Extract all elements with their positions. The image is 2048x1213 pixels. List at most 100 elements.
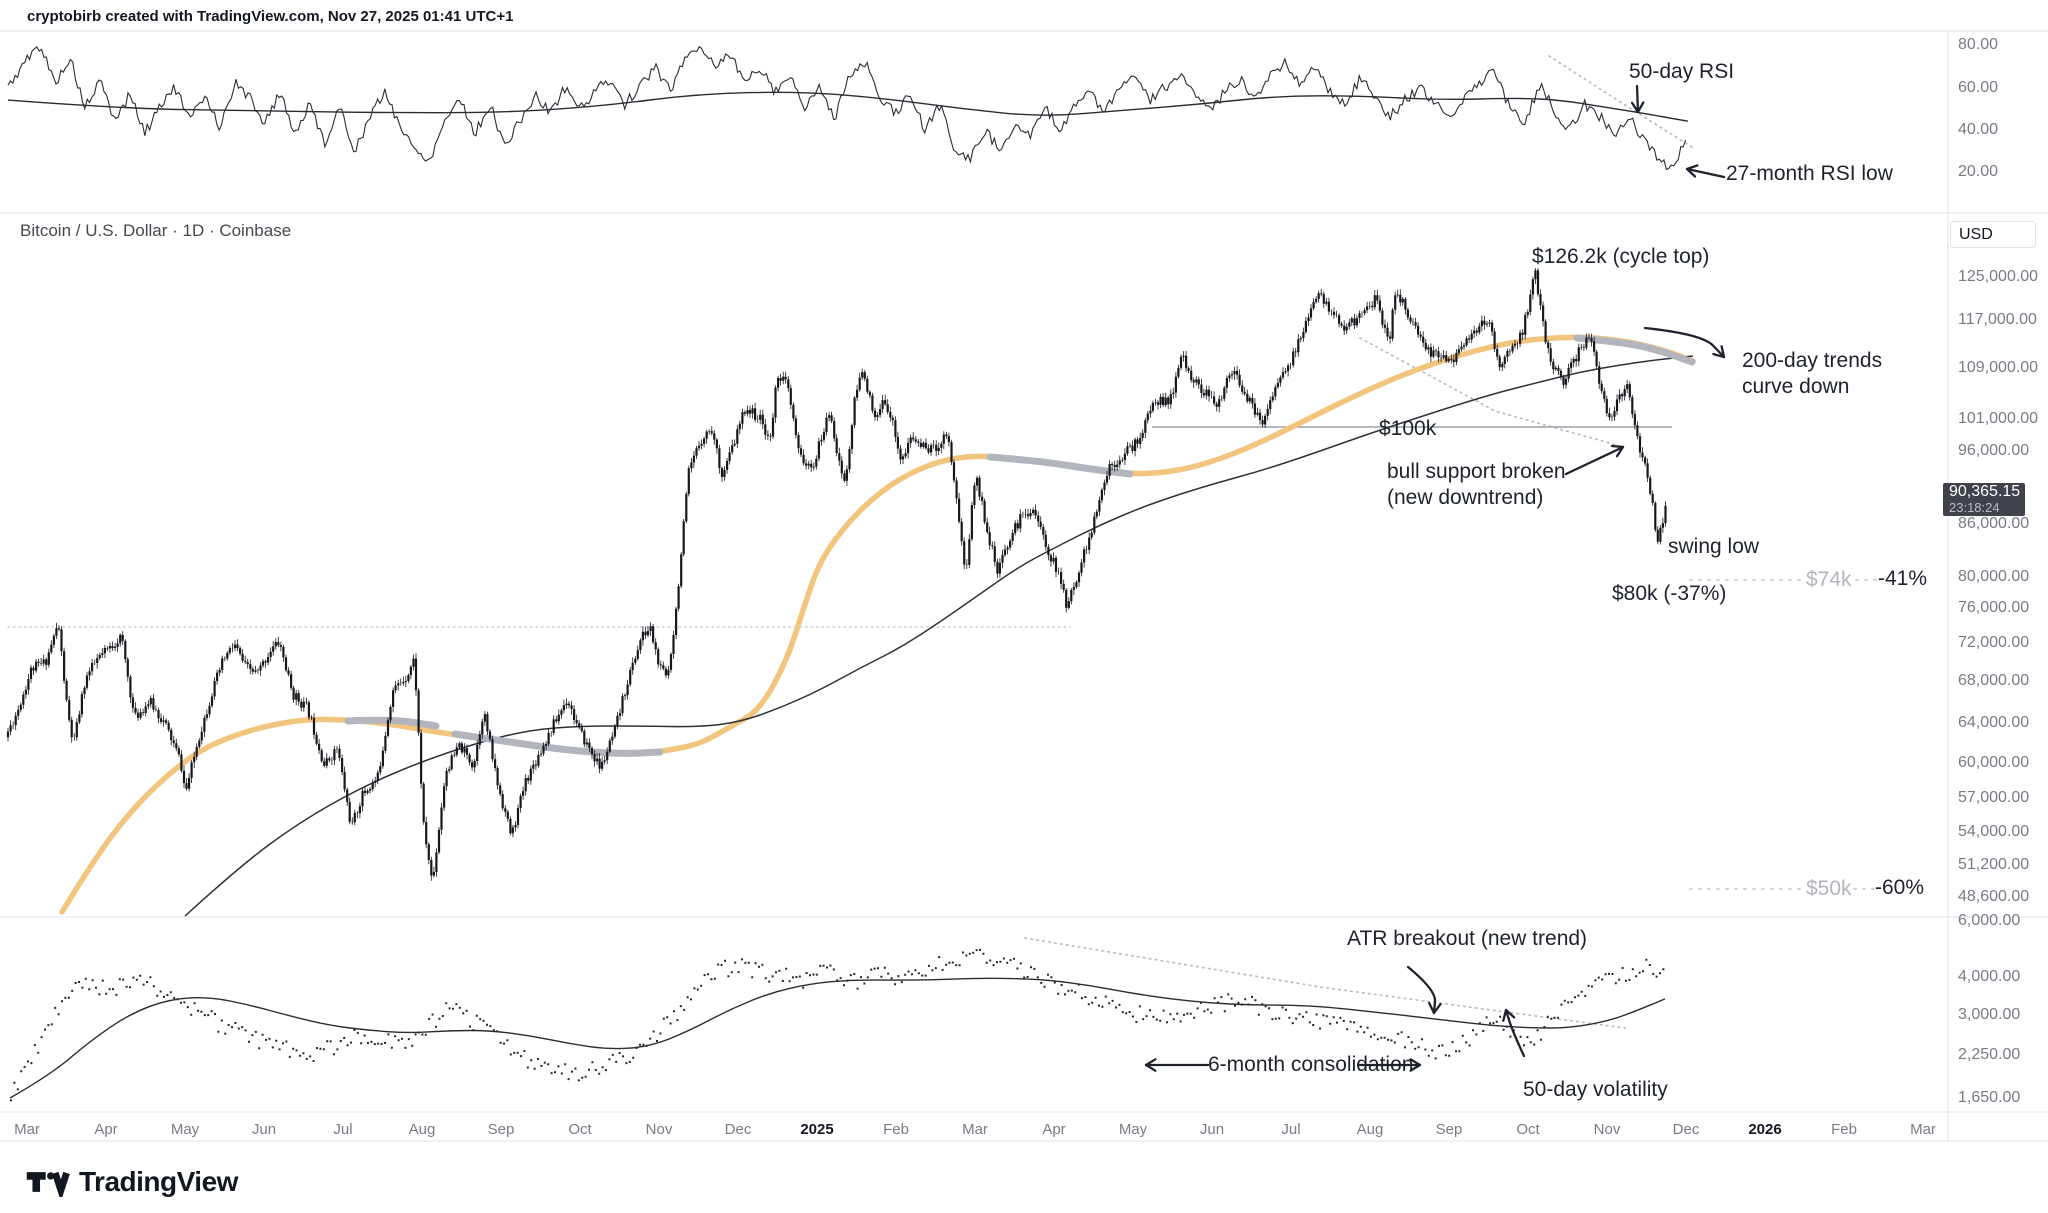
time-axis-tick: Aug: [408, 1121, 436, 1138]
atr-dots: [10, 948, 1665, 1102]
price-axis-tick: 60,000.00: [1958, 754, 2030, 771]
tradingview-logo: TradingView: [26, 1166, 238, 1198]
time-axis-tick: Dec: [1672, 1121, 1700, 1138]
price-axis-tick: 57,000.00: [1958, 789, 2030, 806]
annotation-200day-trends: 200-day trends curve down: [1742, 349, 1883, 398]
price-axis-tick: 86,000.00: [1958, 515, 2030, 532]
arrow-atr-breakout: [1406, 965, 1437, 1015]
chart-credit: cryptobirb created with TradingView.com,…: [27, 8, 514, 25]
arrow-50day-rsi-head: [1630, 101, 1645, 114]
price-axis-tick: 51,200.00: [1958, 856, 2030, 873]
time-axis-tick: Nov: [1593, 1121, 1621, 1138]
arrow-50day-volatility: [1504, 1008, 1526, 1058]
dotted-trendline: [1359, 337, 1621, 447]
time-axis-tick: Mar: [962, 1121, 988, 1138]
arrow-50day-volatility-head: [1502, 1008, 1516, 1022]
rsi-axis-tick: 80.00: [1958, 36, 1999, 53]
annotation-cycle-top: $126.2k (cycle top): [1532, 245, 1710, 268]
atr-axis-tick: 2,250.00: [1958, 1046, 2021, 1063]
rsi-smooth-line: [7, 91, 1689, 122]
atr-axis-tick: 3,000.00: [1958, 1006, 2021, 1023]
price-axis-tick: 64,000.00: [1958, 714, 2030, 731]
time-axis-tick: May: [170, 1121, 200, 1138]
time-axis-tick: Oct: [568, 1121, 592, 1138]
price-axis-tick: 101,000.00: [1958, 410, 2039, 427]
dotted-trendline: [1548, 55, 1696, 150]
arrow-200day-trend-head: [1712, 345, 1726, 359]
atr-axis-tick: 1,650.00: [1958, 1089, 2021, 1106]
time-axis-tick: Jun: [1199, 1121, 1225, 1138]
atr-axis-tick: 4,000.00: [1958, 968, 2021, 985]
time-axis-tick: Apr: [1042, 1121, 1066, 1138]
gray-highlight-segment: [986, 453, 1134, 478]
time-axis-tick: Nov: [645, 1121, 673, 1138]
annotation-74k-target: $74k: [1806, 568, 1852, 591]
arrow-bull-support: [1564, 445, 1625, 476]
last-price-badge: 90,365.15 23:18:24: [1943, 483, 2025, 516]
time-axis-tick: Dec: [724, 1121, 752, 1138]
arrow-27month-low: [1685, 167, 1726, 179]
arrow-atr-breakout-head: [1428, 1001, 1442, 1015]
price-axis-tick: 96,000.00: [1958, 442, 2030, 459]
annotation-80k-low: $80k (-37%): [1612, 582, 1727, 605]
arrow-consolidation-right-head: [1409, 1058, 1422, 1072]
time-axis-tick: Apr: [94, 1121, 118, 1138]
currency-label: USD: [1959, 225, 1993, 243]
annotation-100k-level: $100k: [1379, 417, 1437, 440]
time-axis-tick: Sep: [1435, 1121, 1463, 1138]
annotation-41pct-drop: -41%: [1878, 567, 1928, 590]
time-axis-tick: Sep: [487, 1121, 515, 1138]
arrow-50day-rsi: [1635, 84, 1640, 114]
time-axis-tick: May: [1118, 1121, 1148, 1138]
gray-highlight-segment: [451, 730, 664, 757]
time-axis-tick: Mar: [1910, 1121, 1936, 1138]
candle-countdown: 23:18:24: [1949, 500, 2000, 515]
atr-smooth-line: [9, 977, 1666, 1099]
price-axis-tick: 72,000.00: [1958, 634, 2030, 651]
ma-black-line: [184, 355, 1694, 917]
rsi-axis-tick: 40.00: [1958, 121, 1999, 138]
rsi-axis-tick: 60.00: [1958, 79, 1999, 96]
arrow-27month-low-head: [1685, 164, 1699, 178]
price-axis-tick: 80,000.00: [1958, 568, 2030, 585]
annotation-bull-support-broken: bull support broken (new downtrend): [1387, 460, 1566, 509]
annotation-atr-breakout: ATR breakout (new trend): [1347, 927, 1588, 950]
tradingview-logo-text: TradingView: [79, 1166, 238, 1197]
arrow-bull-support-head: [1610, 444, 1625, 458]
annotation-6month-consolidation: 6-month consolidation: [1208, 1053, 1414, 1076]
time-axis-tick: 2026: [1748, 1121, 1782, 1138]
price-axis-tick: 48,600.00: [1958, 888, 2030, 905]
time-axis-tick: Feb: [883, 1121, 909, 1138]
currency-selector[interactable]: USD: [1950, 221, 2036, 248]
arrow-200day-trend: [1643, 326, 1726, 359]
gray-highlight-segment: [344, 716, 440, 730]
atr-axis-tick: 6,000.00: [1958, 912, 2021, 929]
ma-orange-line: [59, 334, 1696, 915]
last-price-value: 90,365.15: [1949, 483, 2021, 500]
time-axis-tick: Jul: [333, 1121, 353, 1138]
symbol-title: Bitcoin / U.S. Dollar · 1D · Coinbase: [20, 221, 292, 240]
time-axis-tick: Aug: [1356, 1121, 1384, 1138]
time-axis-tick: Jun: [251, 1121, 277, 1138]
time-axis-tick: 2025: [800, 1121, 834, 1138]
time-axis-tick: Oct: [1516, 1121, 1540, 1138]
time-axis-tick: Feb: [1831, 1121, 1857, 1138]
arrow-consolidation-left-head: [1144, 1058, 1157, 1072]
rsi-line: [7, 46, 1687, 171]
time-axis-tick: Jul: [1281, 1121, 1301, 1138]
price-axis-tick: 109,000.00: [1958, 359, 2039, 376]
annotation-50day-volatility: 50-day volatility: [1523, 1078, 1668, 1101]
price-axis-tick: 125,000.00: [1958, 268, 2039, 285]
annotation-50day-rsi: 50-day RSI: [1629, 60, 1735, 83]
price-axis-tick: 76,000.00: [1958, 599, 2030, 616]
candle-bodies: [6, 270, 1667, 876]
candle-wicks: [7, 268, 1666, 881]
gray-highlight-segment: [1573, 334, 1696, 366]
time-axis-tick: Mar: [14, 1121, 40, 1138]
annotation-60pct-drop: -60%: [1875, 876, 1925, 899]
annotation-50k-target: $50k: [1806, 877, 1852, 900]
annotation-27month-rsi-low: 27-month RSI low: [1726, 162, 1893, 185]
price-axis-tick: 54,000.00: [1958, 823, 2030, 840]
